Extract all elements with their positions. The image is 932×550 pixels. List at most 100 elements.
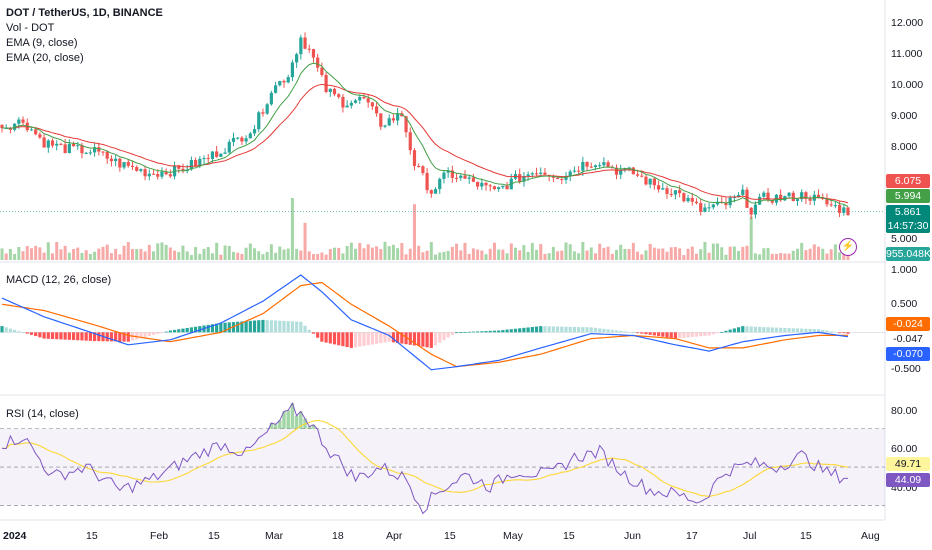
volume-bar bbox=[362, 248, 366, 260]
volume-bar bbox=[551, 247, 555, 260]
macd-histogram-bar bbox=[34, 332, 38, 337]
candle-body bbox=[699, 203, 703, 212]
volume-bar bbox=[181, 245, 185, 260]
volume-bar bbox=[661, 248, 665, 260]
volume-bar bbox=[93, 251, 97, 260]
x-tick-mar18: 18 bbox=[332, 530, 344, 542]
candle-body bbox=[572, 170, 577, 172]
symbol-title[interactable]: DOT / TetherUS, 1D, BINANCE bbox=[6, 7, 163, 19]
candle-body bbox=[198, 158, 202, 166]
ema-slow-label[interactable]: EMA (20, close) bbox=[6, 52, 84, 64]
volume-bar bbox=[29, 248, 33, 260]
macd-histogram-bar bbox=[501, 330, 505, 333]
macd-histogram-bar bbox=[577, 327, 581, 333]
volume-bar bbox=[97, 248, 101, 260]
x-tick-feb: Feb bbox=[150, 530, 169, 542]
candle-body bbox=[446, 170, 450, 173]
candle-body bbox=[324, 75, 328, 93]
macd-histogram-bar bbox=[678, 332, 682, 339]
macd-histogram-bar bbox=[711, 332, 715, 335]
macd-histogram-bar bbox=[715, 332, 720, 334]
ema9-price-tag: 5.994 bbox=[886, 189, 930, 203]
volume-bar bbox=[450, 246, 454, 260]
candle-body bbox=[257, 112, 261, 130]
volume-bar bbox=[724, 254, 728, 260]
macd-histogram-bar bbox=[324, 332, 328, 343]
rsi-line bbox=[1, 402, 848, 515]
macd-histogram-bar bbox=[787, 328, 791, 333]
macd-histogram-bar bbox=[273, 320, 278, 333]
price-tick-10: 10.000 bbox=[891, 79, 924, 91]
candle-body bbox=[349, 102, 353, 106]
macd-histogram-bar bbox=[816, 329, 821, 333]
candle-body bbox=[787, 192, 791, 197]
volume-bar bbox=[147, 244, 151, 260]
candle-body bbox=[454, 177, 459, 179]
candle-body bbox=[252, 129, 257, 134]
macd-line bbox=[1, 274, 849, 371]
candle-body bbox=[408, 132, 412, 151]
rsi-pane-title[interactable]: RSI (14, close) bbox=[6, 408, 79, 420]
x-tick-aug: Aug bbox=[861, 530, 880, 542]
candle-body bbox=[484, 182, 488, 186]
macd-histogram-bar bbox=[442, 332, 446, 341]
volume-bar bbox=[471, 248, 475, 260]
candle-body bbox=[842, 207, 846, 213]
volume-bar bbox=[535, 249, 539, 260]
volume-bar bbox=[610, 253, 614, 260]
candle-body bbox=[282, 80, 286, 83]
macd-histogram-bar bbox=[728, 329, 732, 333]
macd-histogram-bar bbox=[610, 329, 614, 333]
macd-histogram-bar bbox=[429, 332, 433, 348]
candle-body bbox=[307, 48, 311, 50]
volume-bar bbox=[429, 241, 433, 260]
volume-bar bbox=[375, 246, 379, 260]
volume-bar bbox=[282, 249, 286, 260]
volume-bar bbox=[324, 254, 328, 260]
macd-pane-title[interactable]: MACD (12, 26, close) bbox=[6, 274, 112, 286]
volume-bar bbox=[602, 247, 606, 260]
volume-bar bbox=[168, 247, 172, 260]
volume-bar bbox=[817, 246, 821, 260]
macd-histogram-bar bbox=[84, 332, 88, 341]
macd-histogram-bar bbox=[417, 332, 421, 347]
macd-histogram-bar bbox=[631, 332, 635, 334]
volume-bar bbox=[21, 251, 25, 260]
macd-histogram-bar bbox=[353, 332, 358, 348]
candle-body bbox=[391, 118, 396, 121]
candle-body bbox=[396, 113, 400, 121]
candle-body bbox=[374, 106, 379, 114]
volume-bar bbox=[686, 248, 690, 260]
candle-body bbox=[690, 197, 694, 202]
candle-body bbox=[88, 152, 92, 154]
candle-body bbox=[362, 96, 366, 99]
candle-body bbox=[219, 153, 223, 157]
macd-histogram-bar bbox=[766, 327, 770, 333]
candle-body bbox=[745, 189, 749, 208]
volume-indicator-label[interactable]: Vol - DOT bbox=[6, 22, 55, 34]
macd-histogram-bar bbox=[97, 332, 101, 342]
macd-histogram-bar bbox=[467, 331, 471, 333]
volume-bar bbox=[425, 250, 429, 260]
candle-body bbox=[265, 104, 269, 114]
candle-body bbox=[299, 37, 303, 55]
volume-bar bbox=[560, 250, 564, 260]
macd-histogram-bar bbox=[337, 332, 341, 346]
macd-histogram-bar bbox=[88, 332, 92, 341]
candle-body bbox=[555, 177, 560, 180]
candle-body bbox=[640, 175, 644, 177]
macd-histogram-bar bbox=[177, 329, 181, 333]
macd-histogram-bar bbox=[842, 332, 846, 334]
candle-body bbox=[661, 188, 665, 190]
macd-histogram-bar bbox=[151, 332, 156, 335]
candle-body bbox=[13, 123, 17, 130]
ema-fast-label[interactable]: EMA (9, close) bbox=[6, 37, 78, 49]
volume-bar bbox=[8, 248, 12, 260]
candle-body bbox=[97, 147, 101, 152]
volume-bar bbox=[185, 251, 189, 260]
lightning-icon[interactable]: ⚡ bbox=[839, 238, 857, 256]
macd-histogram-bar bbox=[181, 328, 185, 333]
volume-bar bbox=[156, 243, 160, 260]
volume-bar bbox=[177, 252, 181, 260]
